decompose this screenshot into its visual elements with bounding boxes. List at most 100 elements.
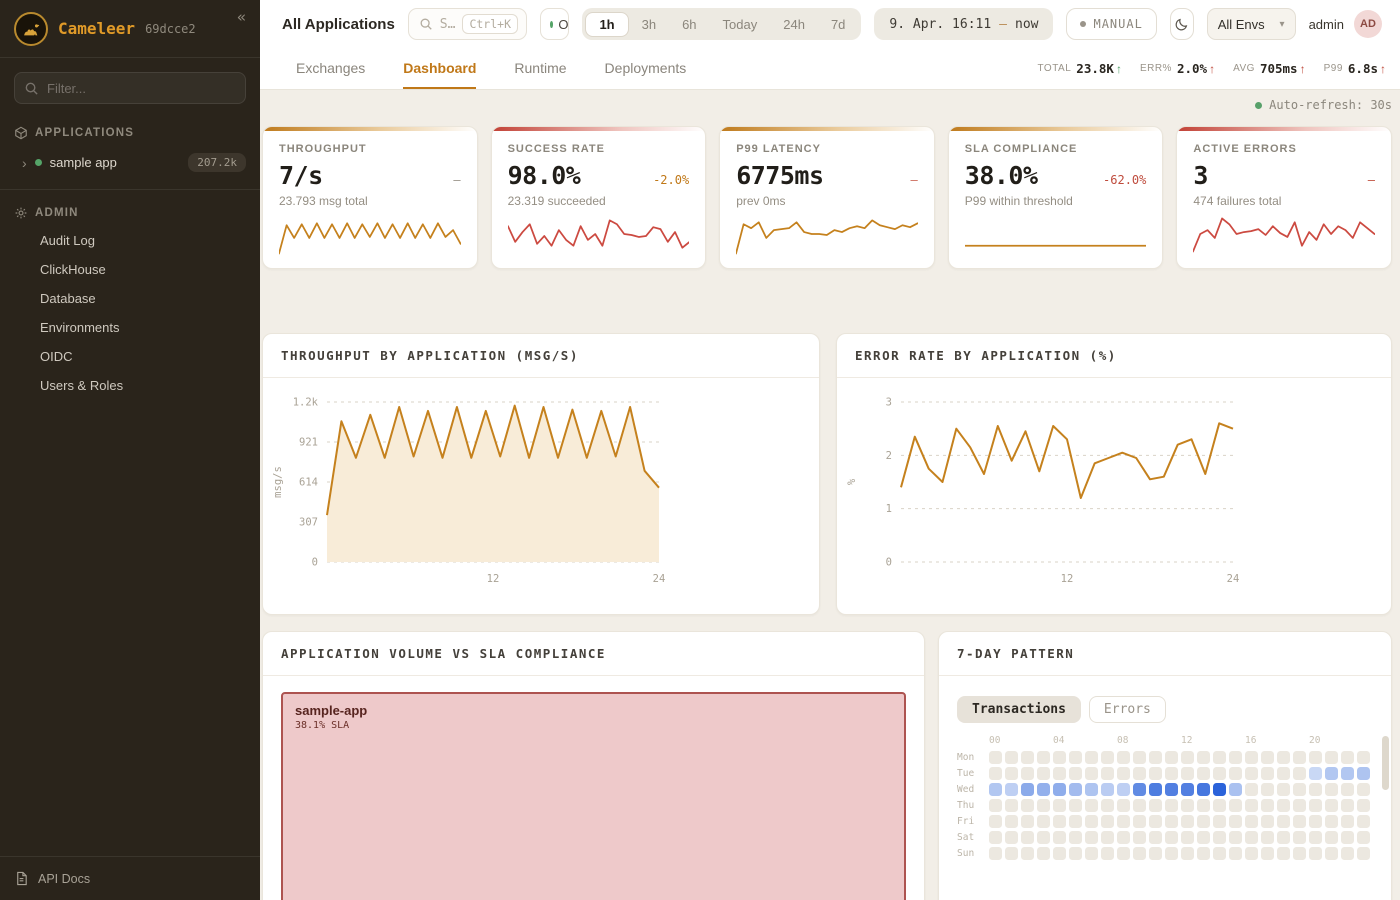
kpi-sub: 23.793 msg total bbox=[279, 194, 368, 208]
sidebar-item-database[interactable]: Database bbox=[40, 291, 96, 306]
avatar[interactable]: AD bbox=[1354, 10, 1382, 38]
heatmap-cell bbox=[1325, 750, 1338, 764]
heatmap-cell bbox=[989, 798, 1002, 812]
stat-avg: AVG 705ms ↑ bbox=[1233, 61, 1306, 76]
sidebar-api-docs[interactable]: API Docs bbox=[0, 856, 260, 900]
heatmap-cell bbox=[1309, 750, 1322, 764]
scrollbar-thumb[interactable] bbox=[1382, 736, 1389, 790]
range-button-3h[interactable]: 3h bbox=[629, 13, 669, 36]
topbar: All Applications S… Ctrl+K O 1h 3h 6h To… bbox=[260, 0, 1400, 48]
toggle-transactions[interactable]: Transactions bbox=[957, 696, 1081, 723]
heatmap-cell bbox=[1197, 798, 1210, 812]
heatmap-cell bbox=[1005, 846, 1018, 860]
tab-deployments[interactable]: Deployments bbox=[604, 59, 687, 76]
svg-text:0: 0 bbox=[886, 557, 892, 569]
heatmap-cell bbox=[1053, 766, 1066, 780]
manual-refresh-button[interactable]: MANUAL bbox=[1066, 8, 1157, 40]
heatmap-cell bbox=[1149, 750, 1162, 764]
brand-name: Cameleer bbox=[58, 19, 136, 38]
heatmap-cell bbox=[1229, 814, 1242, 828]
stat-p99: P99 6.8s ↑ bbox=[1323, 61, 1386, 76]
heatmap-cell bbox=[1245, 830, 1258, 844]
heatmap-cell bbox=[1133, 766, 1146, 780]
heatmap-cell bbox=[1085, 814, 1098, 828]
auto-refresh-status: Auto-refresh: 30s bbox=[262, 96, 1392, 114]
heatmap-cell bbox=[1069, 782, 1082, 796]
throughput-chart: 0 307 614 921 1.2k msg/s 12 24 bbox=[272, 397, 665, 586]
tab-runtime[interactable]: Runtime bbox=[514, 59, 567, 76]
user-menu: admin AD bbox=[1309, 10, 1390, 38]
svg-text:%: % bbox=[846, 478, 858, 485]
time-range-display[interactable]: 9. Apr. 16:11 – now bbox=[874, 8, 1054, 40]
online-status-pill[interactable]: O bbox=[540, 8, 570, 40]
heatmap-cell bbox=[1037, 814, 1050, 828]
range-button-24h[interactable]: 24h bbox=[770, 13, 818, 36]
filter-input[interactable] bbox=[14, 72, 246, 104]
heatmap-cell bbox=[1261, 846, 1274, 860]
heatmap-cell bbox=[1229, 830, 1242, 844]
sidebar-item-users-roles[interactable]: Users & Roles bbox=[40, 378, 124, 393]
sidebar-collapse-icon[interactable]: « bbox=[236, 8, 246, 26]
svg-text:921: 921 bbox=[299, 437, 318, 449]
range-button-1h[interactable]: 1h bbox=[585, 11, 629, 37]
status-dot bbox=[1080, 21, 1087, 27]
range-button-today[interactable]: Today bbox=[710, 13, 771, 36]
sidebar-item-sample-app[interactable]: › sample app 207.2k bbox=[0, 146, 260, 179]
heatmap-day-label: Thu bbox=[957, 799, 975, 811]
heatmap-cell bbox=[989, 830, 1002, 844]
applications-section-header: APPLICATIONS bbox=[0, 118, 260, 146]
sidebar-item-audit-log[interactable]: Audit Log bbox=[40, 233, 95, 248]
status-dot-green bbox=[550, 20, 554, 28]
treemap-tile-sample-app[interactable]: sample-app 38.1% SLA bbox=[281, 692, 906, 900]
heatmap-cell bbox=[1069, 798, 1082, 812]
kpi-sparkline bbox=[736, 219, 918, 255]
kpi-delta: – bbox=[453, 173, 461, 187]
heatmap-cell bbox=[1021, 814, 1034, 828]
heatmap-cell bbox=[1149, 846, 1162, 860]
heatmap-cell bbox=[1053, 798, 1066, 812]
kpi-sub: 23.319 succeeded bbox=[507, 194, 606, 208]
heatmap-cell bbox=[1213, 766, 1226, 780]
heatmap-cell bbox=[1357, 766, 1370, 780]
heatmap-day-label: Sat bbox=[957, 831, 975, 843]
kpi-sub: prev 0ms bbox=[736, 194, 786, 208]
heatmap-row-thu: Thu bbox=[957, 797, 1373, 813]
dark-mode-toggle[interactable] bbox=[1169, 8, 1194, 40]
heatmap-row-wed: Wed bbox=[957, 781, 1373, 797]
sidebar-item-clickhouse[interactable]: ClickHouse bbox=[40, 262, 106, 277]
chevron-right-icon[interactable]: › bbox=[22, 154, 27, 171]
heatmap-cell bbox=[1005, 766, 1018, 780]
svg-text:2: 2 bbox=[886, 450, 892, 462]
heatmap-cell bbox=[1069, 766, 1082, 780]
sidebar-item-oidc[interactable]: OIDC bbox=[40, 349, 73, 364]
kpi-row: THROUGHPUT 7/s – 23.793 msg total SUCCESS… bbox=[262, 126, 1392, 269]
tab-dashboard[interactable]: Dashboard bbox=[403, 48, 477, 89]
heatmap-cell bbox=[1341, 766, 1354, 780]
heatmap-cell bbox=[1341, 798, 1354, 812]
sidebar-item-environments[interactable]: Environments bbox=[40, 320, 120, 335]
kpi-sparkline bbox=[1193, 217, 1375, 253]
heatmap-cell bbox=[1133, 798, 1146, 812]
heatmap-cell bbox=[1069, 830, 1082, 844]
environment-select[interactable]: All Envs ▾ bbox=[1206, 8, 1296, 40]
heatmap-row-fri: Fri bbox=[957, 813, 1373, 829]
heatmap-cell bbox=[1357, 830, 1370, 844]
heatmap-cell bbox=[1101, 766, 1114, 780]
kpi-card-sla-compliance: SLA COMPLIANCE 38.0% -62.0% P99 within th… bbox=[947, 126, 1164, 269]
range-button-6h[interactable]: 6h bbox=[669, 13, 709, 36]
global-search[interactable]: S… Ctrl+K bbox=[407, 8, 527, 40]
accent-bar bbox=[263, 127, 477, 131]
heatmap-cell bbox=[1165, 782, 1178, 796]
admin-nav: Audit Log ClickHouse Database Environmen… bbox=[0, 226, 260, 400]
time-range-segment: 1h 3h 6h Today 24h 7d bbox=[582, 8, 862, 40]
heatmap-cell bbox=[1277, 766, 1290, 780]
heatmap-cell bbox=[1053, 750, 1066, 764]
heatmap-cell bbox=[1245, 814, 1258, 828]
tab-exchanges[interactable]: Exchanges bbox=[296, 59, 366, 76]
toggle-errors[interactable]: Errors bbox=[1088, 696, 1166, 723]
range-button-7d[interactable]: 7d bbox=[818, 13, 858, 36]
kpi-card-throughput: THROUGHPUT 7/s – 23.793 msg total bbox=[262, 126, 478, 269]
kpi-sparkline bbox=[279, 222, 461, 255]
heatmap-cell bbox=[1277, 846, 1290, 860]
